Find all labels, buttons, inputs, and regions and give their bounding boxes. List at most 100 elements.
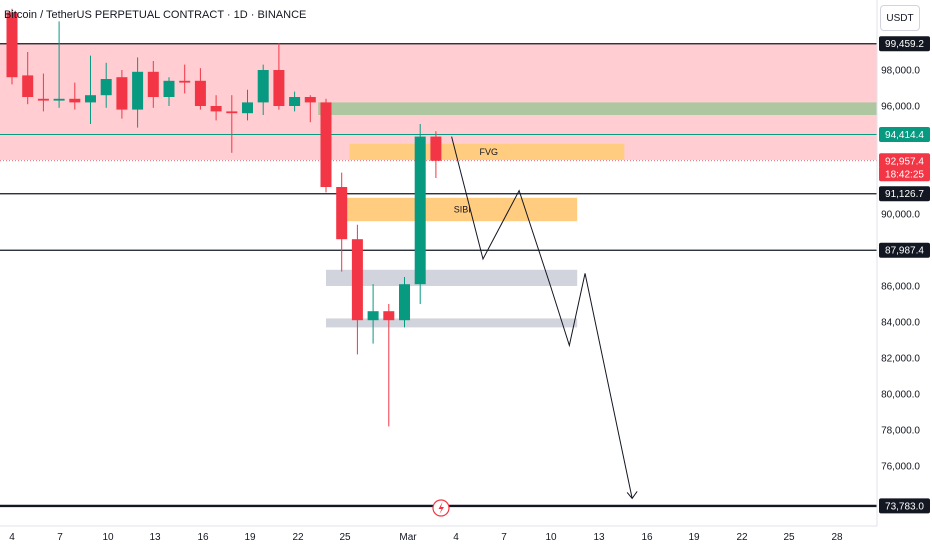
price-tick-label: 90,000.0	[881, 210, 920, 221]
time-tick-label: 25	[783, 532, 795, 543]
time-tick-label: 7	[57, 532, 63, 543]
time-tick-label: 4	[9, 532, 15, 543]
price-badge-label: 94,414.4	[885, 130, 924, 141]
time-tick-label: Mar	[399, 532, 417, 543]
price-badge-bg	[879, 166, 930, 182]
time-tick-label: 4	[453, 532, 459, 543]
candle[interactable]	[399, 277, 410, 328]
price-badge[interactable]: 92,957.4	[879, 153, 930, 169]
price-badge-label: 91,126.7	[885, 189, 924, 200]
time-tick-label: 13	[593, 532, 605, 543]
zone-gray	[326, 318, 578, 328]
time-tick-label: 22	[736, 532, 748, 543]
time-tick-label: 10	[545, 532, 557, 543]
candle[interactable]	[257, 64, 269, 115]
candle[interactable]	[289, 91, 301, 112]
price-badge-label: 92,957.4	[885, 156, 924, 167]
candle[interactable]	[37, 73, 49, 112]
candle-body	[53, 98, 65, 101]
price-tick-label: 80,000.0	[881, 390, 920, 401]
price-badge[interactable]: 87,987.4	[879, 242, 930, 258]
candle-body	[304, 97, 316, 103]
candle[interactable]	[383, 304, 395, 427]
price-badge[interactable]: 99,459.2	[879, 36, 930, 52]
time-tick-label: 25	[339, 532, 351, 543]
time-tick-label: 16	[641, 532, 653, 543]
candle[interactable]	[132, 57, 144, 128]
candle[interactable]	[147, 61, 159, 108]
chart-title: Bitcoin / TetherUS PERPETUAL CONTRACT · …	[4, 9, 307, 21]
time-tick-label: 10	[102, 532, 114, 543]
candle[interactable]	[273, 43, 285, 110]
candle-body	[163, 80, 175, 97]
candle[interactable]	[85, 55, 96, 124]
candle[interactable]	[336, 172, 348, 272]
candle[interactable]	[194, 68, 206, 110]
candle-body	[383, 311, 395, 321]
price-tick-label: 98,000.0	[881, 66, 920, 77]
candle-body	[336, 187, 348, 240]
candle-body	[116, 77, 128, 110]
price-badge-bg	[879, 498, 930, 514]
candle[interactable]	[6, 8, 18, 85]
candle-body	[22, 75, 34, 97]
price-badge[interactable]: 91,126.7	[879, 186, 930, 202]
candle-body	[210, 106, 222, 112]
candle[interactable]	[210, 95, 222, 121]
candle-body	[320, 102, 332, 187]
candle-body	[179, 80, 191, 83]
time-tick-label: 13	[149, 532, 161, 543]
candle[interactable]	[367, 284, 379, 344]
candle[interactable]	[242, 89, 253, 121]
candle[interactable]	[414, 124, 426, 304]
candle[interactable]	[22, 52, 34, 105]
price-badge-bg	[879, 242, 930, 258]
candle[interactable]	[304, 95, 316, 123]
zone-label-sibi: SIBI	[454, 205, 471, 215]
price-tick-label: 82,000.0	[881, 354, 920, 365]
time-tick-label: 22	[292, 532, 304, 543]
price-badge-label: 87,987.4	[885, 246, 924, 257]
candle[interactable]	[351, 224, 363, 355]
candle[interactable]	[226, 95, 238, 153]
price-tick-label: 84,000.0	[881, 318, 920, 329]
candle[interactable]	[100, 62, 112, 108]
price-badge-bg	[879, 127, 930, 143]
time-tick-label: 19	[688, 532, 700, 543]
projection-path[interactable]	[451, 136, 633, 499]
candle-body	[37, 98, 49, 101]
candle[interactable]	[179, 64, 191, 94]
zone-gray	[326, 269, 578, 286]
price-badge-label: 18:42:25	[885, 169, 924, 180]
price-badge[interactable]: 18:42:25	[879, 166, 930, 182]
candle[interactable]	[53, 21, 65, 108]
candle-body	[194, 80, 206, 106]
zone-fvg	[341, 197, 578, 222]
zone-green	[318, 102, 877, 115]
candle[interactable]	[69, 82, 81, 110]
candle-body	[414, 136, 426, 285]
candle-body	[430, 136, 442, 161]
time-tick-label: 7	[501, 532, 507, 543]
currency-button[interactable]: USDT	[880, 5, 920, 31]
candle-body	[289, 97, 301, 106]
price-badge[interactable]: 73,783.0	[879, 498, 930, 514]
candle[interactable]	[163, 77, 175, 106]
price-badge-bg	[879, 36, 930, 52]
candle-body	[367, 311, 379, 321]
candle[interactable]	[320, 98, 332, 193]
candle[interactable]	[116, 70, 128, 119]
candle-body	[147, 71, 159, 97]
price-tick-label: 86,000.0	[881, 282, 920, 293]
candle-body	[242, 102, 253, 114]
time-tick-label: 19	[244, 532, 256, 543]
price-badge[interactable]: 94,414.4	[879, 127, 930, 143]
price-badge-label: 73,783.0	[885, 501, 924, 512]
candle-body	[273, 70, 285, 106]
candle[interactable]	[430, 131, 442, 178]
price-tick-label: 96,000.0	[881, 102, 920, 113]
candle-body	[69, 98, 81, 103]
time-tick-label: 16	[197, 532, 209, 543]
